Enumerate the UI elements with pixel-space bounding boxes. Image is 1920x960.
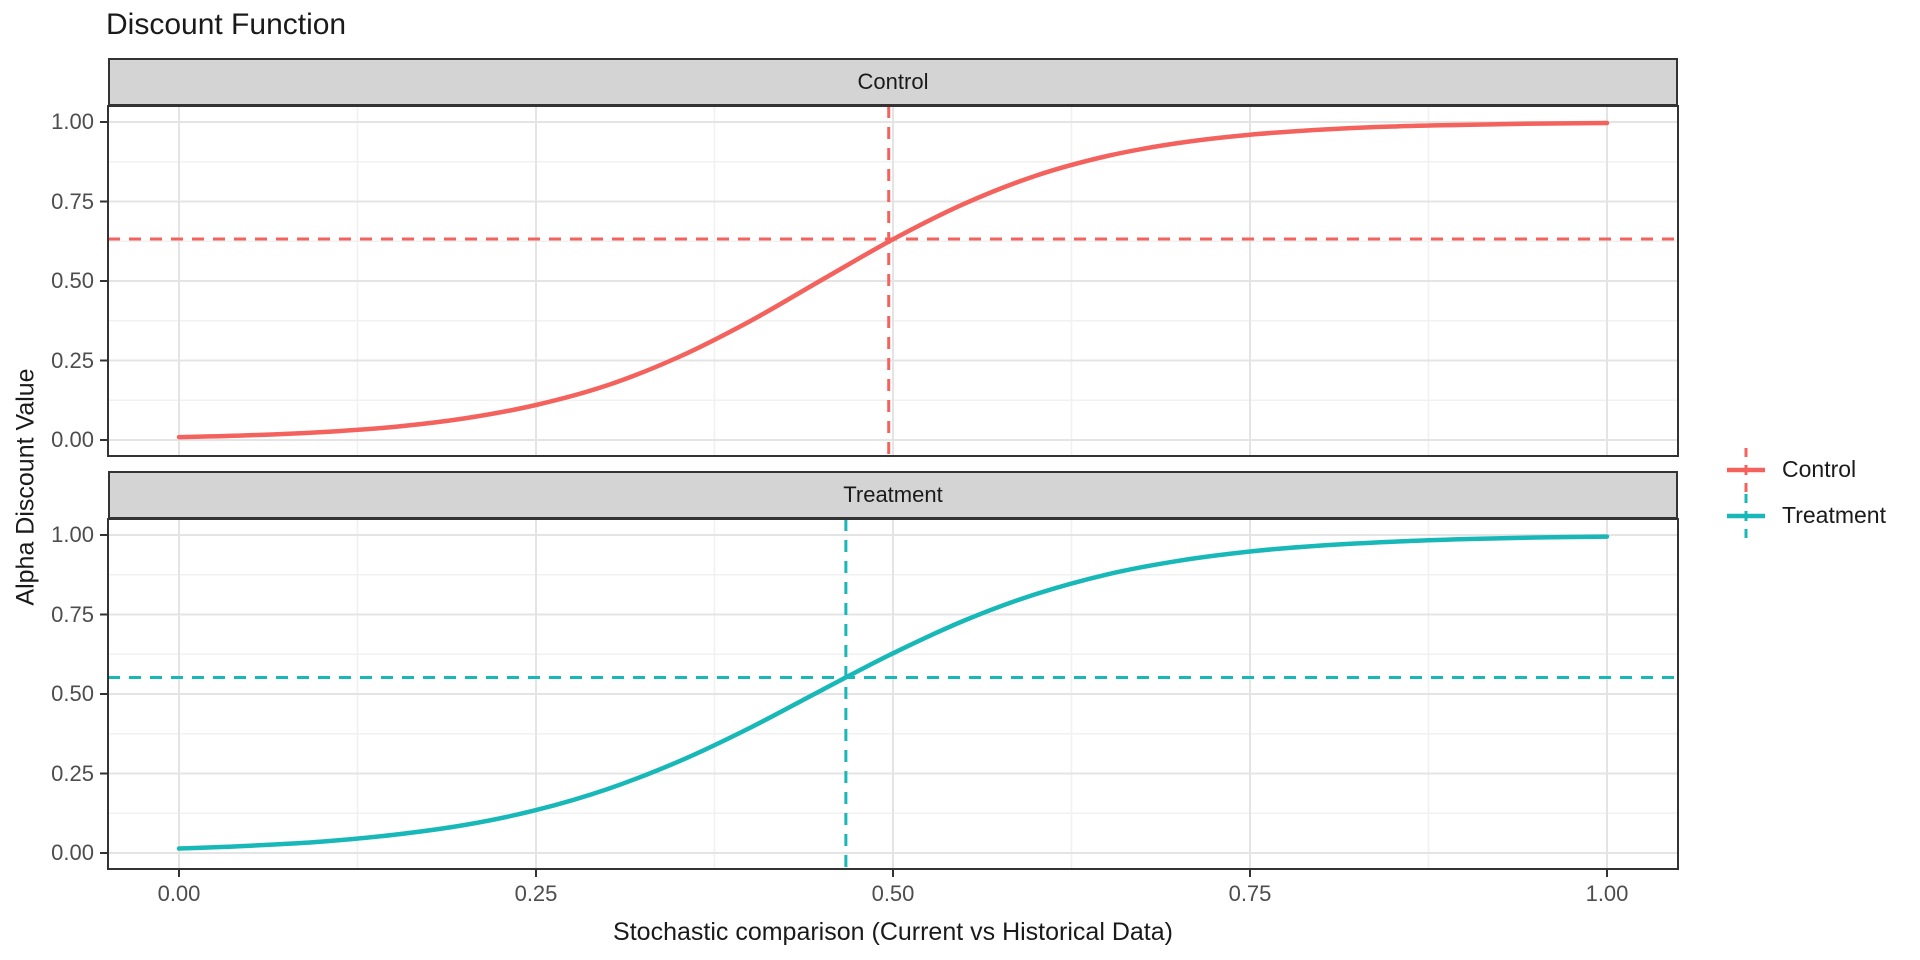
x-tick-label: 0.00 bbox=[157, 881, 201, 906]
y-tick-label: 0.50 bbox=[51, 268, 94, 293]
facet-strip-control: Control bbox=[108, 58, 1678, 106]
panel-treatment bbox=[100, 518, 1679, 877]
x-tick-label: 1.00 bbox=[1585, 881, 1629, 906]
x-tick-label: 0.75 bbox=[1228, 881, 1272, 906]
y-tick-label: 1.00 bbox=[51, 109, 94, 134]
y-tick-label: 0.75 bbox=[51, 188, 94, 214]
x-tick-label: 0.25 bbox=[514, 881, 558, 906]
legend-key-control-icon bbox=[1727, 448, 1765, 492]
treatment-curve-line bbox=[176, 534, 1610, 851]
legend-label-treatment: Treatment bbox=[1782, 501, 1886, 528]
y-tick-label: 0.50 bbox=[51, 681, 94, 706]
y-tick-label: 1.00 bbox=[51, 522, 94, 547]
legend-label-control: Control bbox=[1782, 455, 1857, 482]
legend-key-treatment-icon bbox=[1727, 494, 1765, 538]
y-tick-label: 0.00 bbox=[51, 427, 94, 452]
y-axis-title: Alpha Discount Value bbox=[11, 368, 40, 606]
legend-item-treatment: Treatment bbox=[1726, 492, 1886, 538]
control-curve-line bbox=[176, 120, 1610, 440]
facet-strip-label-control: Control bbox=[857, 69, 929, 94]
legend-item-control: Control bbox=[1726, 446, 1886, 492]
panel-control bbox=[100, 105, 1679, 457]
y-tick-label: 0.25 bbox=[51, 347, 94, 373]
chart-title: Discount Function bbox=[106, 8, 347, 41]
y-tick-label: 0.25 bbox=[51, 760, 94, 786]
x-tick-label: 0.50 bbox=[871, 881, 915, 906]
y-tick-label: 0.75 bbox=[51, 601, 94, 627]
y-tick-label: 0.00 bbox=[51, 840, 94, 865]
legend: Control Treatment bbox=[1726, 446, 1886, 538]
facet-strip-treatment: Treatment bbox=[108, 471, 1678, 519]
x-axis-title: Stochastic comparison (Current vs Histor… bbox=[613, 918, 1173, 946]
facet-strip-label-treatment: Treatment bbox=[843, 482, 943, 507]
